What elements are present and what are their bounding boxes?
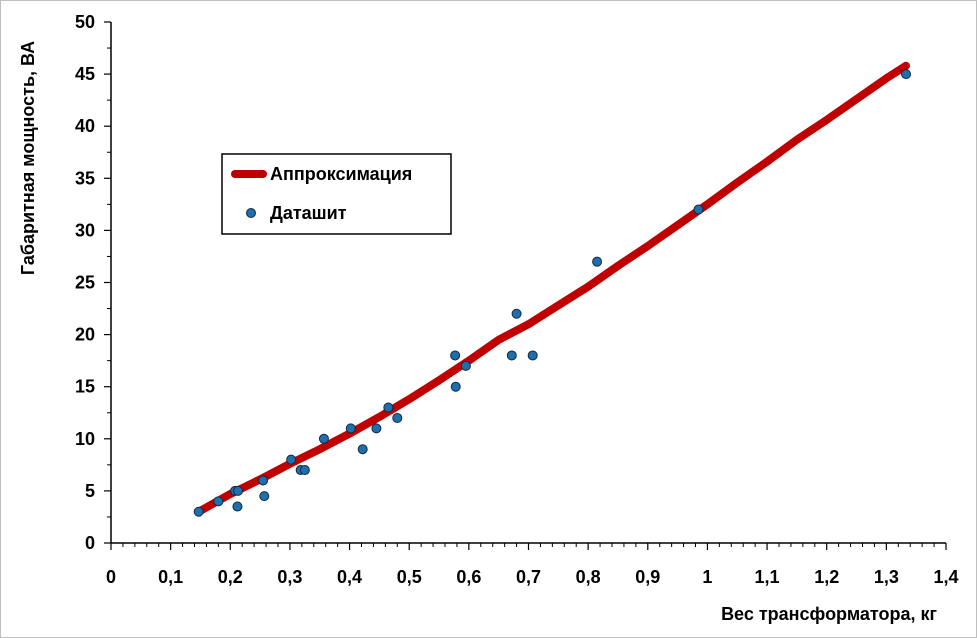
datasheet-point (506, 350, 517, 361)
legend-marker-swatch (246, 208, 256, 218)
plot-layer (193, 61, 912, 517)
x-tick-label: 0,4 (337, 567, 362, 587)
datasheet-point (318, 433, 329, 444)
x-axis-title: Вес трансформатора, кг (721, 604, 937, 624)
x-tick-label: 0,2 (218, 567, 243, 587)
legend-label-approximation: Аппроксимация (270, 164, 412, 184)
x-tick-label: 0,8 (576, 567, 601, 587)
datasheet-point (193, 506, 204, 517)
datasheet-point (232, 501, 243, 512)
x-tick-label: 1,1 (755, 567, 780, 587)
x-tick-label: 1 (702, 567, 712, 587)
datasheet-point (527, 350, 538, 361)
datasheet-point (357, 444, 368, 455)
x-tick-label: 0 (106, 567, 116, 587)
axes-layer: 0 5 10 15 20 25 30 35 40 45 50 0 0,1 0,2 0,3 0,4 0,5 0,6 0… (75, 12, 959, 587)
x-tick-label: 0,5 (397, 567, 422, 587)
datasheet-point (592, 256, 603, 267)
legend-label-datasheet: Даташит (270, 203, 347, 223)
y-tick-label: 25 (75, 273, 95, 293)
datasheet-point (286, 454, 297, 465)
datasheet-point (901, 69, 912, 80)
y-tick-label: 50 (75, 12, 95, 32)
x-tick-label: 1,2 (814, 567, 839, 587)
y-tick-label: 0 (85, 533, 95, 553)
x-tick-label: 0,6 (456, 567, 481, 587)
datasheet-point (511, 308, 522, 319)
datasheet-point (383, 402, 394, 413)
datasheet-point (450, 381, 461, 392)
x-tick-label: 1,3 (874, 567, 899, 587)
y-tick-label: 15 (75, 377, 95, 397)
y-tick-label: 10 (75, 429, 95, 449)
datasheet-point (259, 491, 270, 502)
datasheet-point (299, 465, 310, 476)
legend-box (221, 153, 452, 235)
x-tick-label: 0,7 (516, 567, 541, 587)
datasheet-point (693, 204, 704, 215)
y-tick-label: 45 (75, 64, 95, 84)
y-tick-label: 5 (85, 481, 95, 501)
legend: Аппроксимация Даташит (221, 153, 452, 235)
datasheet-point (450, 350, 461, 361)
y-axis-title: Габаритная мощность, ВА (18, 41, 38, 275)
x-tick-label: 1,4 (933, 567, 958, 587)
y-tick-label: 30 (75, 220, 95, 240)
datasheet-point (213, 496, 224, 507)
datasheet-point (371, 423, 382, 434)
x-tick-label: 0,3 (277, 567, 302, 587)
datasheet-point (258, 475, 269, 486)
approximation-line (194, 61, 910, 516)
y-tick-label: 35 (75, 168, 95, 188)
datasheet-point (345, 423, 356, 434)
datasheet-point (392, 412, 403, 423)
x-tick-label: 0,9 (635, 567, 660, 587)
datasheet-point (460, 360, 471, 371)
datasheet-point (233, 485, 244, 496)
y-tick-label: 20 (75, 325, 95, 345)
y-tick-label: 40 (75, 116, 95, 136)
x-tick-label: 0,1 (158, 567, 183, 587)
